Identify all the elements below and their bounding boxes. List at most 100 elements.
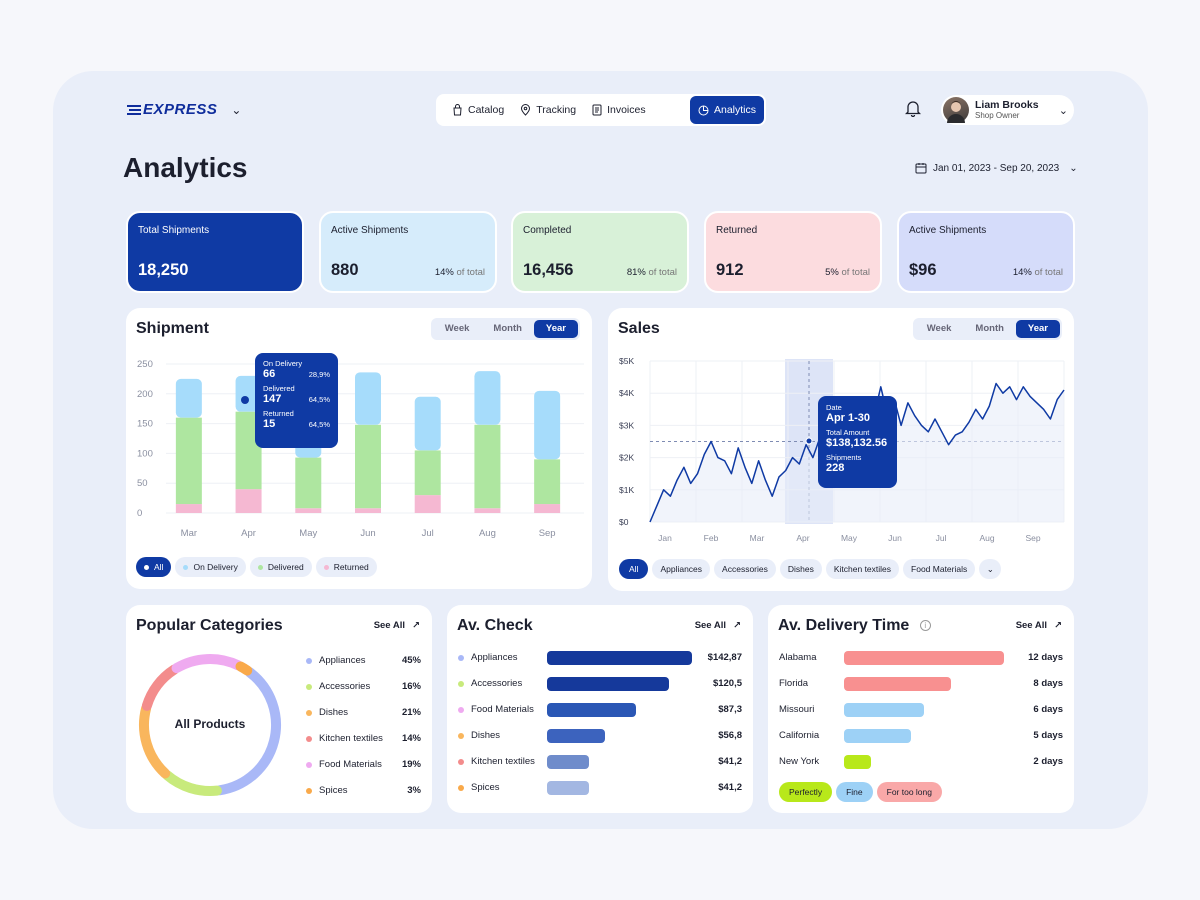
filter-kitchen-textiles[interactable]: Kitchen textiles [825,559,900,579]
legend-on-delivery[interactable]: On Delivery [175,557,246,577]
legend-returned[interactable]: Returned [315,557,377,577]
legend-dot [458,758,464,765]
tab-year[interactable]: Year [1015,320,1060,338]
legend-delivered[interactable]: Delivered [249,557,312,577]
y-tick-label: 100 [137,448,153,459]
delivery-value: 8 days [1033,678,1063,689]
arrow-up-right-icon: ↗ [412,620,420,631]
av-check-item[interactable]: Kitchen textiles [458,756,535,767]
bell-icon[interactable] [904,99,922,122]
nav-tracking-label: Tracking [536,104,577,116]
legend-dot [306,709,312,716]
bar-segment[interactable] [295,508,322,513]
bar-segment[interactable] [295,457,322,509]
tab-month[interactable]: Month [493,323,522,334]
chevron-down-icon: ⌄ [986,564,994,574]
stat-percent-suffix: of total [456,267,485,278]
tab-year[interactable]: Year [533,320,578,338]
legend-dot [306,761,312,768]
tooltip-delivered-value: 147 [263,393,282,405]
category-label: Spices [319,785,348,796]
stat-card[interactable]: Completed 16,456 81% of total [511,211,689,293]
stat-percent-suffix: of total [1034,267,1063,278]
filter-accessories[interactable]: Accessories [714,559,776,579]
filter-all[interactable]: All [619,559,649,579]
stat-card[interactable]: Active Shipments $96 14% of total [897,211,1075,293]
nav-invoices[interactable]: Invoices [584,96,654,124]
av-check-label: Accessories [471,678,523,689]
filter-food-materials[interactable]: Food Materials [903,559,976,579]
x-tick-label: Jun [360,528,375,539]
bar-segment[interactable] [175,417,202,505]
nav-tracking[interactable]: Tracking [512,96,584,124]
bar-segment[interactable] [355,424,381,509]
see-all-link[interactable]: See All ↗ [1016,620,1062,631]
av-check-value: $56,8 [718,730,742,741]
tab-week[interactable]: Week [444,323,470,334]
category-legend-item[interactable]: Kitchen textiles [306,733,383,744]
donut-slice[interactable] [214,667,281,796]
av-check-item[interactable]: Accessories [458,678,522,689]
stat-card[interactable]: Active Shipments 880 14% of total [319,211,497,293]
av-check-item[interactable]: Food Materials [458,704,534,715]
nav-analytics[interactable]: Analytics [689,96,764,124]
stat-percent: 14% of total [1013,267,1063,278]
bar-segment[interactable] [534,459,561,505]
bar-segment[interactable] [175,504,202,513]
donut-slice[interactable] [162,770,222,796]
category-legend-item[interactable]: Appliances [306,655,365,666]
y-tick-label: $0 [619,517,629,527]
bar-segment[interactable] [414,450,441,496]
bar-segment[interactable] [355,508,381,513]
see-all-link[interactable]: See All ↗ [374,620,420,631]
x-tick-label: Apr [796,533,809,543]
legend-all-label: All [154,562,164,572]
tab-month[interactable]: Month [975,323,1004,334]
bar-segment[interactable] [414,396,441,451]
x-tick-label: May [299,528,317,539]
sales-tooltip: Date Apr 1-30 Total Amount $138,132.56 S… [818,396,897,488]
nav-catalog[interactable]: Catalog [444,96,512,124]
bar-segment[interactable] [355,372,381,425]
see-all-link[interactable]: See All ↗ [695,620,741,631]
bar-segment[interactable] [175,378,202,418]
user-menu[interactable]: Liam Brooks Shop Owner ⌄ [941,95,1074,125]
delivery-value: 5 days [1033,730,1063,741]
avatar [943,97,969,123]
bar-segment[interactable] [474,424,501,509]
filter-appliances[interactable]: Appliances [652,559,711,579]
stat-card[interactable]: Returned 912 5% of total [704,211,882,293]
chevron-down-icon[interactable]: ⌄ [1058,104,1068,117]
info-icon[interactable]: i [919,620,931,632]
category-legend-item[interactable]: Dishes [306,707,348,718]
chevron-down-icon[interactable]: ⌄ [231,102,242,117]
logo[interactable]: EXPRESS ⌄ [127,101,241,118]
bar-segment[interactable] [235,489,262,513]
av-check-item[interactable]: Spices [458,782,500,793]
y-tick-label: 0 [137,508,142,519]
donut-slice[interactable] [235,661,253,676]
donut-slice[interactable] [141,664,180,711]
bar-segment[interactable] [414,495,441,513]
tooltip-on-delivery-value: 66 [263,368,276,380]
category-legend-item[interactable]: Spices [306,785,348,796]
bar-segment[interactable] [534,390,561,460]
nav-invoices-label: Invoices [607,104,646,116]
legend-dot [458,654,464,661]
more-filters-button[interactable]: ⌄ [979,559,1002,579]
legend-all[interactable]: All [136,557,172,577]
category-legend-item[interactable]: Food Materials [306,759,382,770]
bar-segment[interactable] [474,508,501,513]
category-legend-item[interactable]: Accessories [306,681,370,692]
av-check-item[interactable]: Appliances [458,652,517,663]
stat-card[interactable]: Total Shipments 18,250 [126,211,304,293]
bar-segment[interactable] [534,504,561,513]
donut-slice[interactable] [171,654,244,674]
av-check-item[interactable]: Dishes [458,730,500,741]
tab-week[interactable]: Week [926,323,952,334]
date-range-picker[interactable]: Jan 01, 2023 - Sep 20, 2023 ⌄ [915,162,1078,174]
filter-dishes[interactable]: Dishes [779,559,822,579]
bar-segment[interactable] [474,371,501,425]
user-role: Shop Owner [975,111,1020,120]
donut-slice[interactable] [139,703,171,779]
